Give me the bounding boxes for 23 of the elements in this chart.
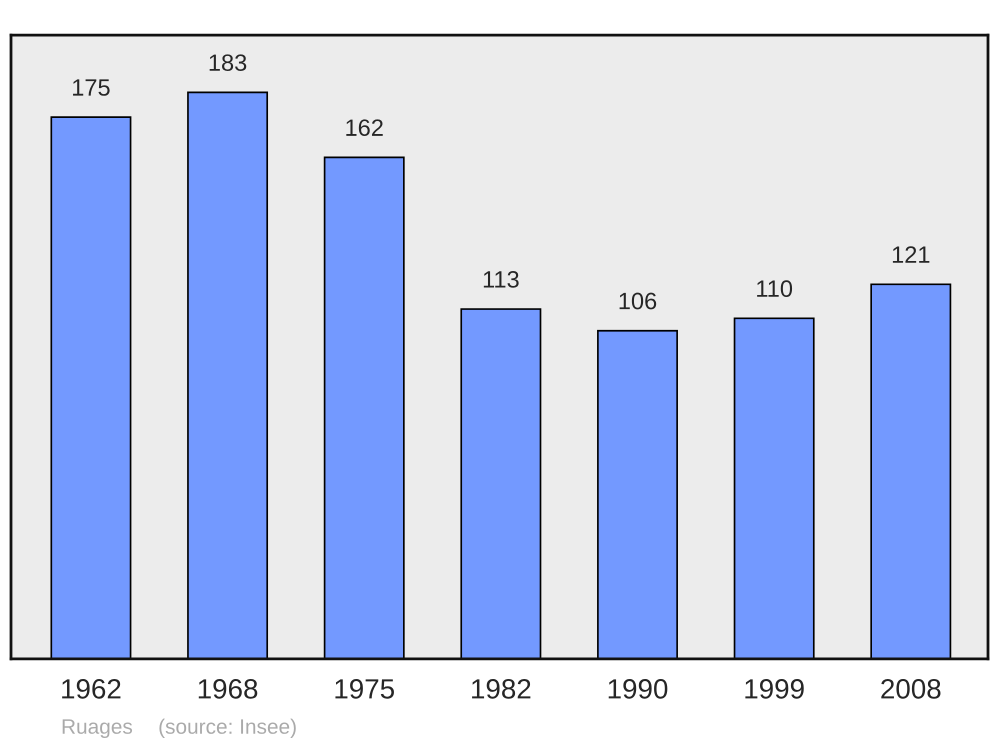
data-label: 121 <box>892 246 930 263</box>
text: Ruages <box>62 719 132 738</box>
data-label: 106 <box>620 292 656 310</box>
data-label: 162 <box>346 119 383 136</box>
bar <box>870 283 952 659</box>
x-tick-label: 1968 <box>198 679 258 699</box>
data-label: 113 <box>484 271 519 288</box>
data-label: 183 <box>210 54 246 72</box>
bar <box>460 308 542 659</box>
x-tick-label: 2008 <box>881 679 940 699</box>
data-label: 175 <box>73 79 110 96</box>
bar <box>324 156 405 659</box>
x-tick-label: 1962 <box>62 679 120 699</box>
bar <box>187 92 268 659</box>
x-tick-label: 1990 <box>608 679 668 699</box>
bar <box>597 330 678 659</box>
x-tick-label: 1982 <box>472 679 530 699</box>
data-label: 110 <box>757 280 792 298</box>
text: (source: Insee) <box>159 718 296 738</box>
bar <box>734 318 815 659</box>
bar <box>50 116 132 659</box>
x-tick-label: 1999 <box>745 679 804 699</box>
x-tick-label: 1975 <box>335 679 394 699</box>
